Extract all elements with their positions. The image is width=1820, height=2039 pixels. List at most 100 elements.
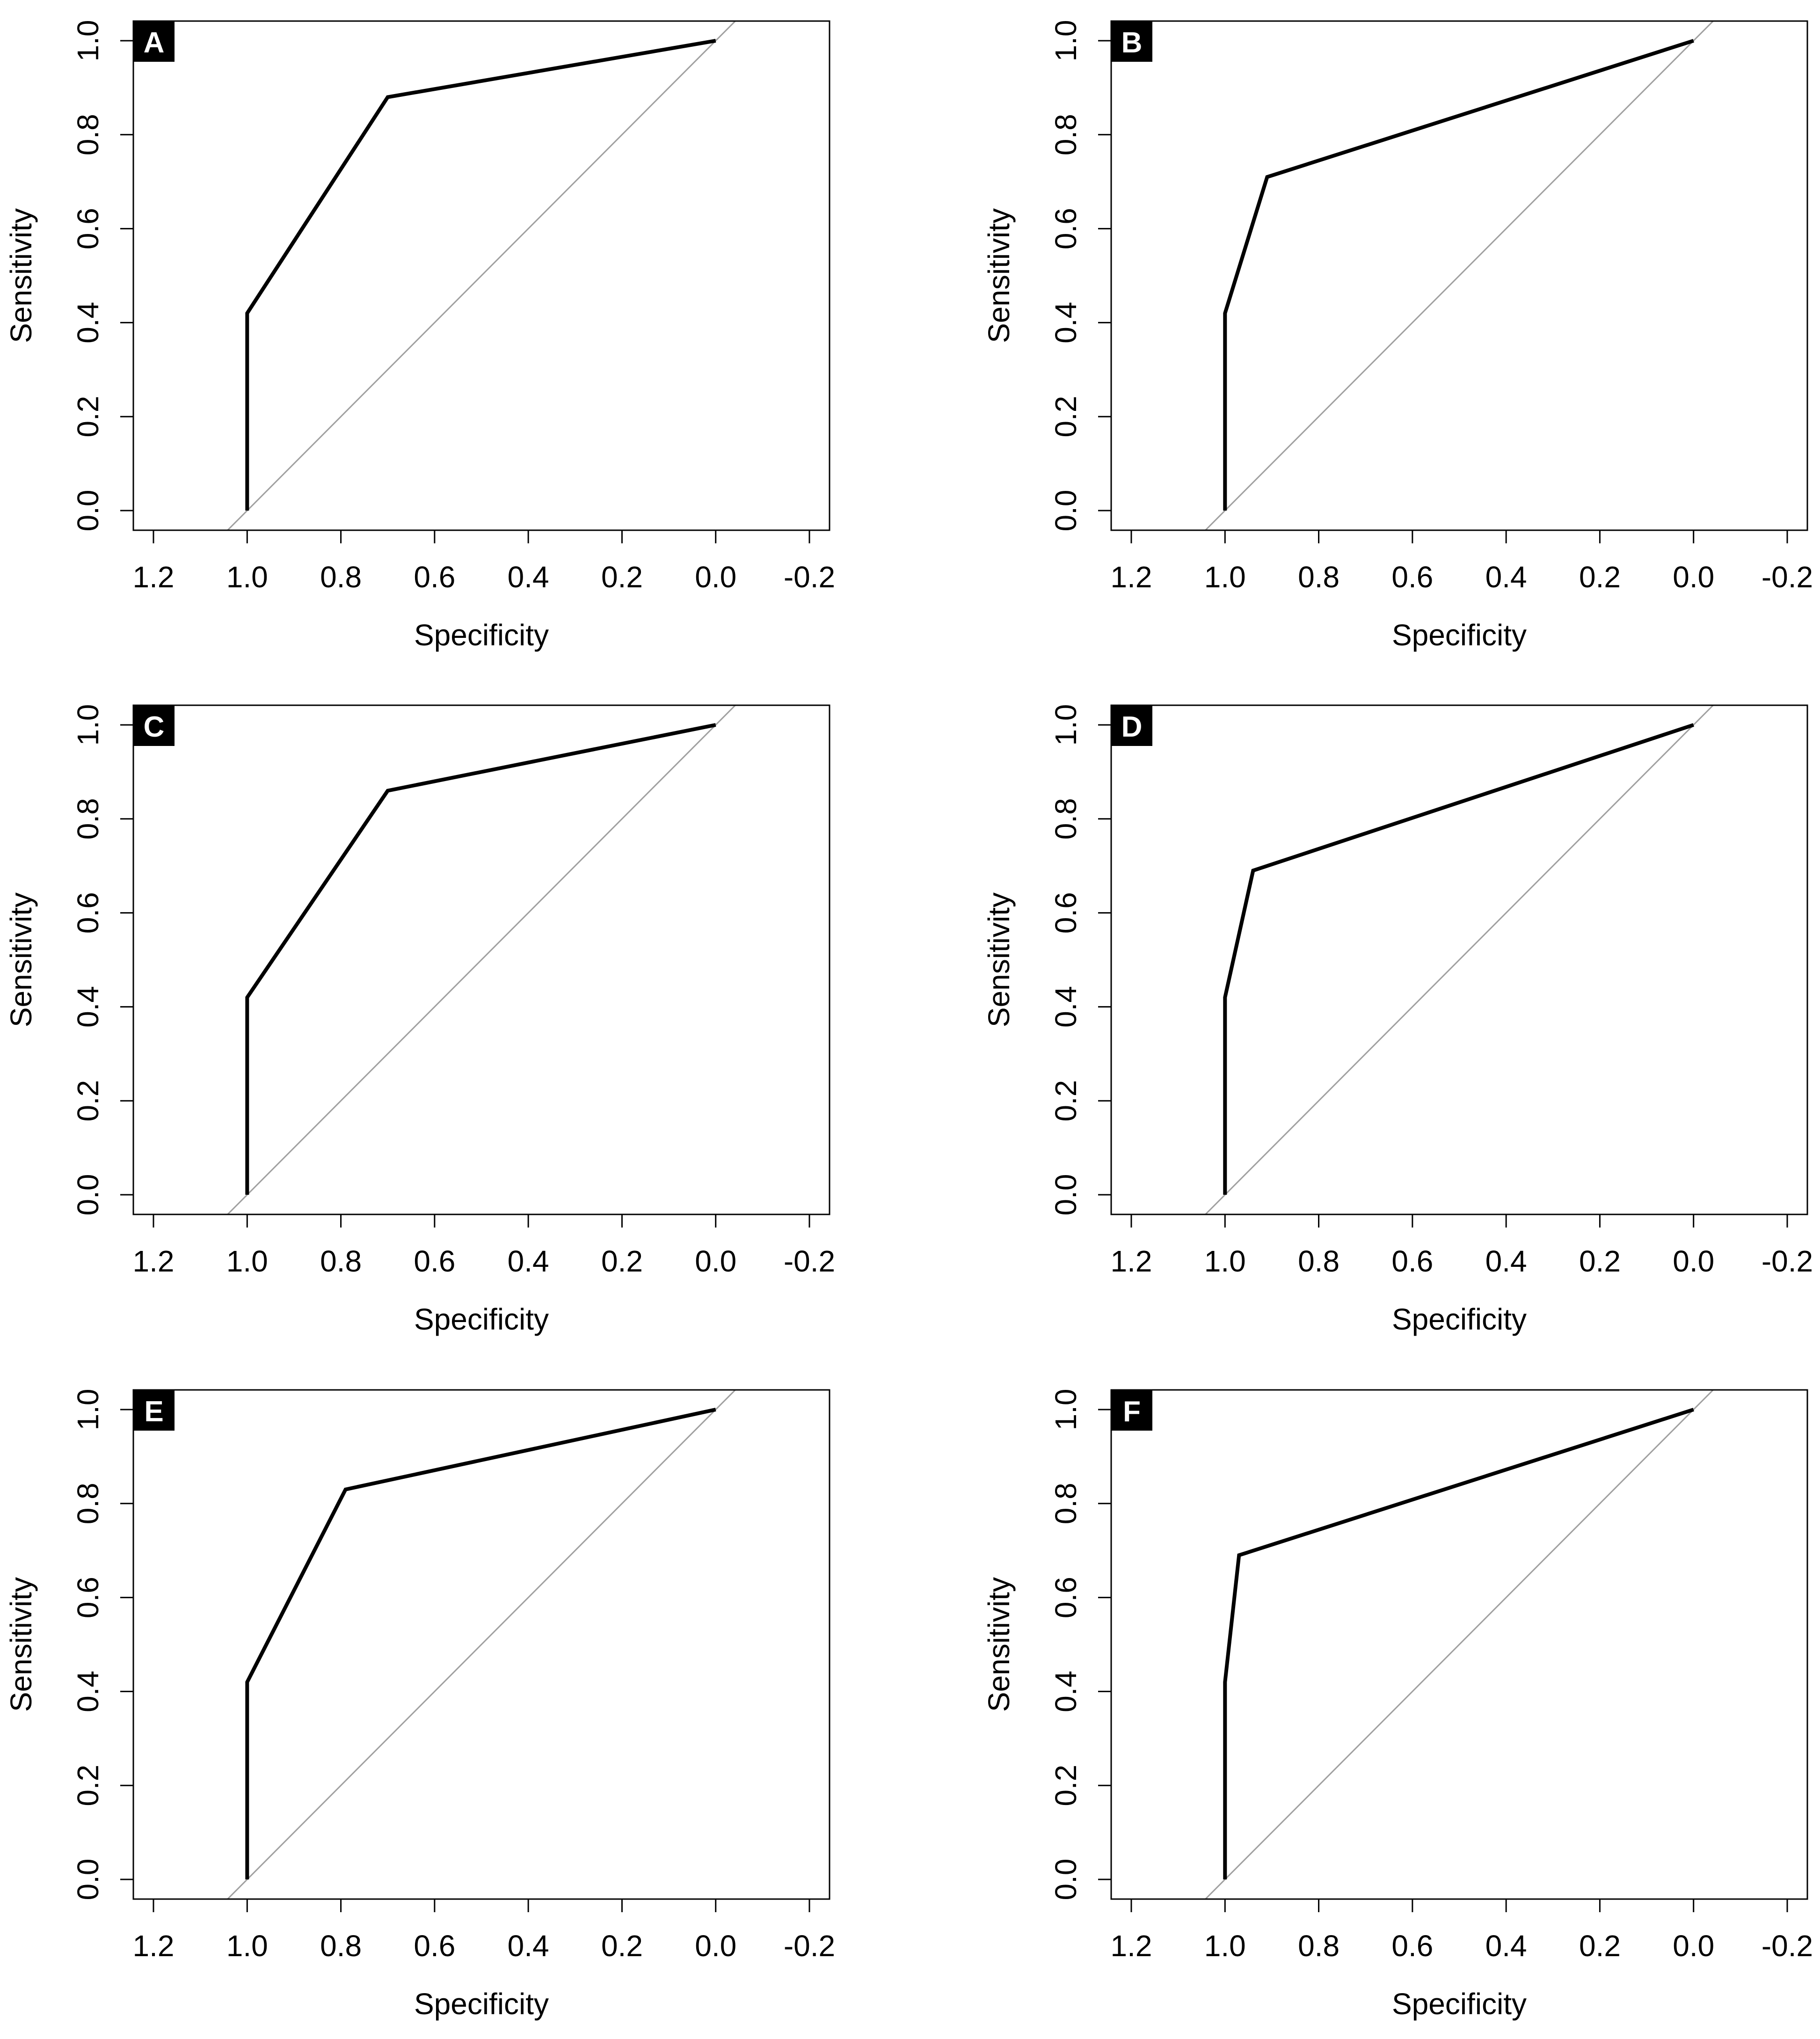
y-tick-label: 0.8 xyxy=(71,114,105,155)
diagonal-reference-line xyxy=(1204,1390,1714,1899)
y-tick-label: 0.2 xyxy=(1049,1080,1083,1122)
x-tick-label: 0.8 xyxy=(1298,1244,1340,1278)
panel-label-badge xyxy=(1111,706,1152,746)
x-tick-label: 1.2 xyxy=(133,1244,175,1278)
plot-frame xyxy=(132,704,830,1215)
y-tick-label: 1.0 xyxy=(71,20,105,62)
y-axis-title: Sensitivity xyxy=(982,208,1016,343)
y-tick-label: 0.0 xyxy=(71,1174,105,1216)
x-tick-label: 0.0 xyxy=(1673,1244,1714,1278)
plot-frame xyxy=(1110,704,1808,1215)
x-tick-label: 0.6 xyxy=(1391,1244,1433,1278)
y-tick-label: 0.4 xyxy=(71,986,105,1028)
roc-curve xyxy=(1223,1408,1694,1879)
panel-e: 1.2 1.0 0.8 0.6 0.4 0.2 0.0 -0.2 0.0 0.2 0.4 0.6 0.8… xyxy=(4,1389,835,2021)
y-tick-label: 0.8 xyxy=(1049,798,1083,840)
x-tick-label: 0.4 xyxy=(508,1244,549,1278)
x-tick-label: 0.4 xyxy=(508,1929,549,1963)
x-tick-label: 0.2 xyxy=(601,1244,643,1278)
y-tick-label: 1.0 xyxy=(1049,20,1083,62)
panel-label-badge xyxy=(133,1390,175,1431)
y-axis-title: Sensitivity xyxy=(4,1577,38,1712)
y-axis-title: Sensitivity xyxy=(982,892,1016,1027)
y-tick-label: 1.0 xyxy=(71,704,105,746)
y-tick-label: 0.2 xyxy=(71,1080,105,1122)
plot-frame xyxy=(1110,1389,1808,1900)
x-tick-label: 0.4 xyxy=(1485,1244,1527,1278)
x-tick-label: 0.4 xyxy=(1485,560,1527,594)
x-tick-label: 0.2 xyxy=(1579,1929,1621,1963)
y-axis-title: Sensitivity xyxy=(982,1577,1016,1712)
diagonal-reference-line xyxy=(226,1390,736,1899)
y-tick-label: 0.0 xyxy=(1049,1859,1083,1900)
panel-label-badge xyxy=(133,22,175,62)
x-tick-label: 1.2 xyxy=(133,560,175,594)
x-tick-label: 0.0 xyxy=(1673,560,1714,594)
panel-label-badge xyxy=(1111,1390,1152,1431)
diagonal-reference-line xyxy=(226,21,736,530)
y-tick-label: 0.8 xyxy=(71,1483,105,1524)
x-tick-label: 0.8 xyxy=(320,1929,362,1963)
x-tick-label: 1.2 xyxy=(1111,1244,1152,1278)
y-tick-label: 0.8 xyxy=(1049,1483,1083,1524)
x-tick-label: 0.8 xyxy=(1298,560,1340,594)
y-tick-label: 0.4 xyxy=(1049,1671,1083,1712)
roc-curve xyxy=(245,39,716,511)
y-tick-label: 0.4 xyxy=(71,302,105,343)
panel-f: 1.2 1.0 0.8 0.6 0.4 0.2 0.0 -0.2 0.0 0.2 0.4 0.6 0.8… xyxy=(982,1389,1813,2021)
y-axis-title: Sensitivity xyxy=(4,208,38,343)
panel-c: 1.2 1.0 0.8 0.6 0.4 0.2 0.0 -0.2 0.0 0.2 0.4 0.6 0.8… xyxy=(4,704,835,1336)
y-tick-label: 0.4 xyxy=(1049,302,1083,343)
roc-curve xyxy=(1223,39,1694,511)
x-tick-label: 0.2 xyxy=(1579,1244,1621,1278)
x-axis-title: Specificity xyxy=(1392,1302,1527,1336)
y-tick-label: 0.2 xyxy=(71,1765,105,1806)
y-tick-label: 0.4 xyxy=(1049,986,1083,1028)
y-tick-label: 1.0 xyxy=(71,1389,105,1431)
panel-label: A xyxy=(144,27,165,59)
diagonal-reference-line xyxy=(1204,21,1714,530)
x-tick-label: -0.2 xyxy=(1762,1929,1813,1963)
panel-label: B xyxy=(1121,27,1143,59)
panel-label: E xyxy=(144,1396,163,1428)
y-tick-label: 0.0 xyxy=(71,1859,105,1900)
x-tick-label: 0.6 xyxy=(414,1929,455,1963)
x-tick-label: 0.2 xyxy=(601,1929,643,1963)
panel-label: C xyxy=(144,711,165,743)
x-tick-label: 0.4 xyxy=(508,560,549,594)
y-tick-label: 0.8 xyxy=(1049,114,1083,155)
x-tick-label: 0.0 xyxy=(695,560,736,594)
y-tick-label: 0.6 xyxy=(1049,1577,1083,1618)
x-tick-label: 1.0 xyxy=(1204,560,1246,594)
x-tick-label: -0.2 xyxy=(784,1244,835,1278)
y-tick-label: 0.2 xyxy=(1049,1765,1083,1806)
y-tick-label: 0.6 xyxy=(71,892,105,934)
x-tick-label: -0.2 xyxy=(1762,1244,1813,1278)
plot-frame xyxy=(132,1389,830,1900)
x-tick-label: 1.0 xyxy=(1204,1244,1246,1278)
x-axis-title: Specificity xyxy=(414,1987,549,2021)
roc-curve xyxy=(1223,723,1694,1195)
y-tick-label: 0.0 xyxy=(1049,1174,1083,1216)
x-axis-title: Specificity xyxy=(1392,618,1527,652)
panel-a: 1.2 1.0 0.8 0.6 0.4 0.2 0.0 -0.2 0.0 0.2 0.4 0.6 0.8… xyxy=(4,20,835,652)
diagonal-reference-line xyxy=(1204,705,1714,1214)
panel-d: 1.2 1.0 0.8 0.6 0.4 0.2 0.0 -0.2 0.0 0.2 0.4 0.6 0.8… xyxy=(982,704,1813,1336)
y-tick-label: 0.6 xyxy=(1049,892,1083,934)
y-tick-label: 0.0 xyxy=(1049,490,1083,532)
plot-frame xyxy=(1110,20,1808,531)
x-tick-label: 0.6 xyxy=(414,1244,455,1278)
diagonal-reference-line xyxy=(226,705,736,1214)
x-tick-label: 0.8 xyxy=(320,560,362,594)
panel-label: D xyxy=(1121,711,1143,743)
y-tick-label: 0.2 xyxy=(1049,396,1083,438)
y-tick-label: 1.0 xyxy=(1049,1389,1083,1431)
panel-b: 1.2 1.0 0.8 0.6 0.4 0.2 0.0 -0.2 0.0 0.2 0.4 0.6 0.8… xyxy=(982,20,1813,652)
x-tick-label: 0.6 xyxy=(1391,1929,1433,1963)
y-tick-label: 0.0 xyxy=(71,490,105,532)
x-axis-title: Specificity xyxy=(414,618,549,652)
y-axis-title: Sensitivity xyxy=(4,892,38,1027)
x-tick-label: 0.6 xyxy=(414,560,455,594)
plot-frame xyxy=(132,20,830,531)
panel-label-badge xyxy=(133,706,175,746)
